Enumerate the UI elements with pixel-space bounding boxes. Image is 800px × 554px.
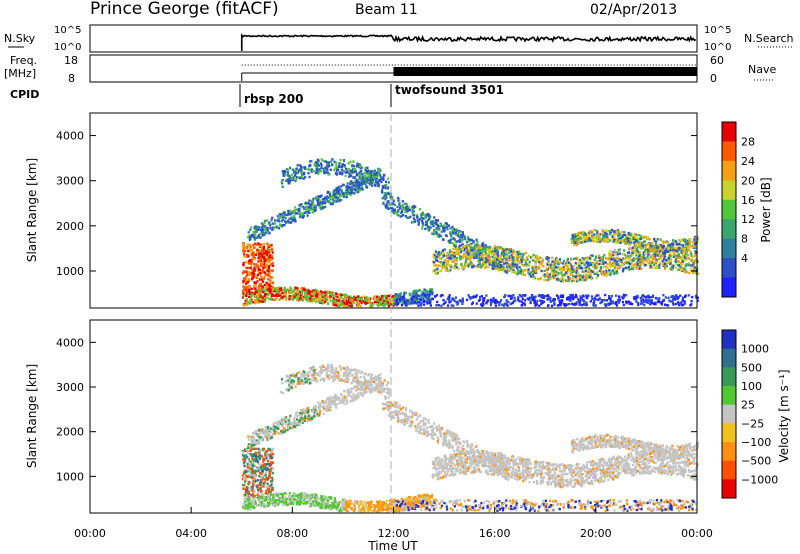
colorbar-swatch [722, 330, 736, 350]
freq-panel: Freq. [MHz] 18 8 60 0 Nave [4, 54, 776, 85]
x-tick-label: 12:00 [378, 527, 410, 540]
colorbar-tick-label: 100 [741, 380, 762, 393]
colorbar-tick-label: −500 [741, 455, 771, 468]
freq-tick-top: 18 [64, 54, 78, 67]
colorbar-tick-label: 20 [741, 174, 755, 187]
x-tick-label: 04:00 [175, 527, 207, 540]
noise-panel: N.Sky 10^5 10^0 10^5 10^0 N.Search [4, 24, 794, 53]
freq-label-2: [MHz] [4, 67, 36, 80]
colorbar-swatch [722, 423, 736, 443]
power-ylabel: Slant Range [km] [25, 158, 39, 262]
freq-tick-bottom: 8 [68, 72, 75, 85]
colorbar-tick-label: 12 [741, 213, 755, 226]
power-panel: 1000 2000 3000 4000 Slant Range [km] 28 24 20… [25, 112, 773, 309]
power-colorbar: 28 24 20 16 12 8 4 [721, 121, 755, 298]
noise-right-tick-bottom: 10^0 [704, 42, 731, 53]
colorbar-tick-label: 1000 [741, 343, 769, 356]
y-tick-label: 4000 [56, 336, 84, 349]
colorbar-swatch [722, 367, 736, 387]
y-tick-label: 4000 [56, 130, 84, 143]
cpid-program-2: twofsound 3501 [395, 83, 504, 97]
date-title: 02/Apr/2013 [590, 2, 677, 18]
y-tick-label: 2000 [56, 426, 84, 439]
colorbar-swatch [722, 199, 736, 220]
freq-label-1: Freq. [10, 54, 37, 67]
velocity-data [241, 363, 700, 513]
colorbar-tick-label: −100 [741, 436, 771, 449]
colorbar-swatch [722, 442, 736, 462]
colorbar-swatch [722, 460, 736, 480]
colorbar-swatch [722, 219, 736, 240]
x-axis-label: Time UT [367, 539, 418, 553]
colorbar-swatch [722, 386, 736, 406]
x-tick-label: 00:00 [74, 527, 106, 540]
velocity-colorbar: 1000 500 100 25 −25 −100 −500 −1000 [721, 329, 778, 499]
noise-right-label: N.Search [744, 32, 794, 45]
y-tick-label: 3000 [56, 381, 84, 394]
colorbar-tick-label: 16 [741, 194, 755, 207]
colorbar-swatch [722, 479, 736, 499]
noise-left-tick-top: 10^5 [54, 25, 81, 36]
colorbar-swatch [722, 348, 736, 368]
colorbar-tick-label: −25 [741, 417, 764, 430]
velocity-panel: 1000 2000 3000 4000 Slant Range [km] 1000 50… [25, 319, 791, 553]
nave-tick-bottom: 0 [710, 72, 717, 85]
colorbar-swatch [722, 160, 736, 181]
velocity-y-ticks: 1000 2000 3000 4000 [56, 336, 697, 483]
cpid-program-1: rbsp 200 [244, 92, 303, 106]
colorbar-swatch [722, 122, 736, 142]
colorbar-swatch [722, 180, 736, 201]
colorbar-tick-label: 24 [741, 155, 755, 168]
colorbar-tick-label: 500 [741, 361, 762, 374]
nave-tick-top: 60 [710, 54, 724, 67]
colorbar-tick-label: 25 [741, 399, 755, 412]
beam-title: Beam 11 [355, 2, 418, 18]
x-tick-label: 16:00 [479, 527, 511, 540]
y-tick-label: 2000 [56, 220, 84, 233]
colorbar-tick-label: 8 [741, 233, 748, 246]
colorbar-tick-label: 4 [741, 252, 748, 265]
colorbar-swatch [722, 238, 736, 259]
x-tick-label: 00:00 [681, 527, 713, 540]
velocity-ylabel: Slant Range [km] [25, 364, 39, 468]
colorbar-tick-label: −1000 [741, 473, 778, 486]
power-colorbar-label: Power [dB] [759, 177, 773, 242]
station-title: Prince George (fitACF) [90, 0, 279, 19]
y-tick-label: 1000 [56, 470, 84, 483]
noise-left-tick-bottom: 10^0 [54, 42, 81, 53]
power-y-ticks: 1000 2000 3000 4000 [56, 130, 697, 278]
colorbar-tick-label: 28 [741, 135, 755, 148]
freq-trace [241, 64, 697, 81]
noise-trace [240, 33, 697, 51]
y-tick-label: 3000 [56, 175, 84, 188]
noise-left-label: N.Sky [4, 32, 36, 45]
cpid-label: CPID [10, 88, 39, 101]
y-tick-label: 1000 [56, 265, 84, 278]
noise-right-tick-top: 10^5 [704, 25, 731, 36]
colorbar-swatch [722, 404, 736, 424]
power-data [241, 158, 700, 308]
x-tick-label: 20:00 [580, 527, 612, 540]
colorbar-swatch [722, 258, 736, 279]
colorbar-swatch [722, 141, 736, 162]
nave-label: Nave [748, 63, 776, 76]
x-tick-label: 08:00 [276, 527, 308, 540]
velocity-colorbar-label: Velocity [m s⁻¹] [777, 369, 791, 462]
x-ticks: 00:00 04:00 08:00 12:00 16:00 20:00 00:00 [74, 507, 713, 540]
colorbar-swatch [722, 277, 736, 298]
